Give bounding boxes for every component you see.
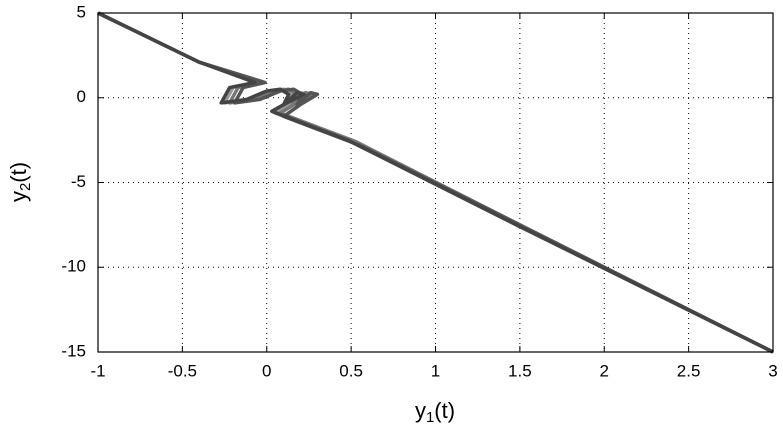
y-tick-label: 5	[77, 2, 86, 21]
x-tick-label: 2.5	[677, 361, 701, 380]
x-tick-label: 1	[431, 361, 440, 380]
x-label-tail: (t)	[434, 398, 455, 423]
x-tick-label: -0.5	[168, 361, 197, 380]
x-tick-label: -1	[90, 361, 105, 380]
y-label-sub: 2	[17, 183, 34, 191]
y-tick-label: -15	[61, 341, 86, 360]
x-label-base: y	[415, 398, 426, 423]
y-tick-label: -5	[71, 172, 86, 191]
y-axis-label: y2(t)	[6, 162, 34, 202]
y-tick-label: 0	[77, 87, 86, 106]
x-tick-label: 0.5	[339, 361, 363, 380]
y-label-tail: (t)	[6, 162, 31, 183]
x-tick-label: 1.5	[508, 361, 532, 380]
y-tick-label: -10	[61, 257, 86, 276]
x-tick-label: 0	[262, 361, 271, 380]
y-label-base: y	[6, 191, 31, 202]
x-tick-label: 2	[600, 361, 609, 380]
x-tick-label: 3	[768, 361, 777, 380]
series-line	[97, 11, 774, 354]
x-label-sub: 1	[426, 409, 434, 426]
plot-frame	[97, 12, 774, 353]
x-axis-label: y1(t)	[415, 398, 455, 426]
